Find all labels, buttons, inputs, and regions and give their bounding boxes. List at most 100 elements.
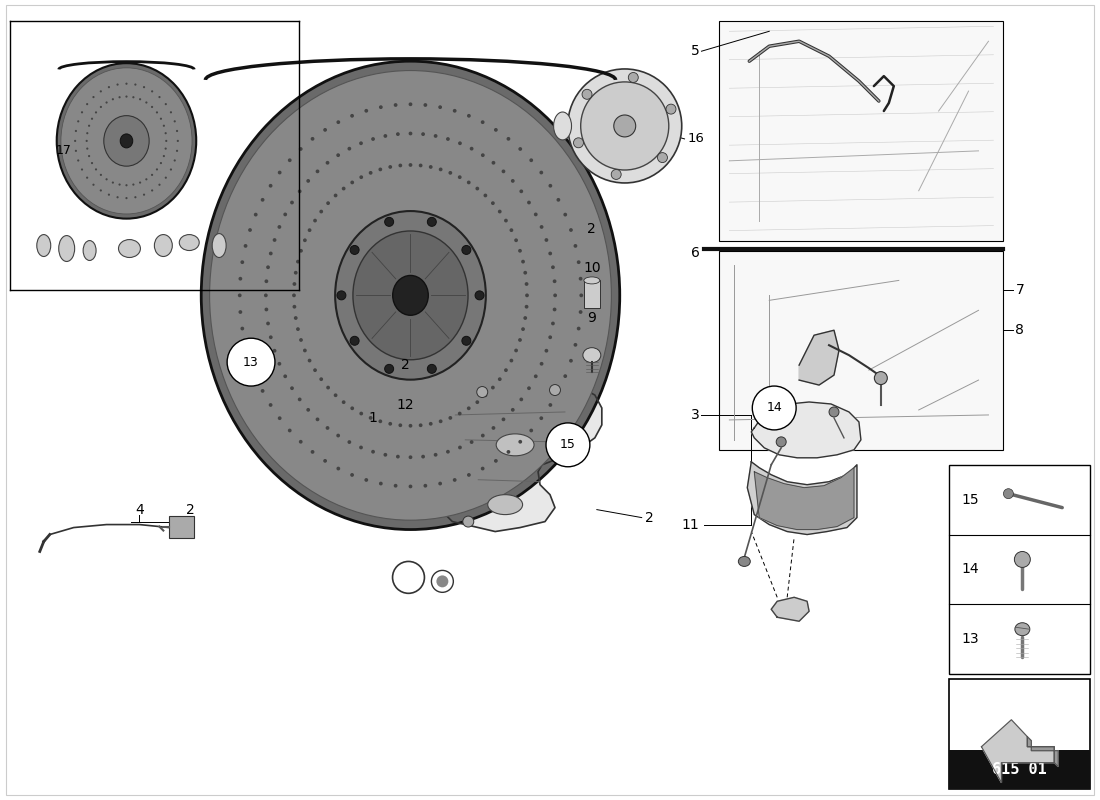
Ellipse shape bbox=[458, 142, 462, 145]
Ellipse shape bbox=[462, 246, 471, 254]
Ellipse shape bbox=[132, 96, 134, 98]
Ellipse shape bbox=[117, 83, 119, 86]
Ellipse shape bbox=[125, 95, 128, 98]
Ellipse shape bbox=[557, 198, 560, 202]
Ellipse shape bbox=[580, 294, 583, 298]
Ellipse shape bbox=[550, 385, 561, 395]
Ellipse shape bbox=[327, 202, 330, 205]
Ellipse shape bbox=[306, 408, 310, 412]
Polygon shape bbox=[751, 402, 861, 458]
Ellipse shape bbox=[163, 125, 165, 127]
Ellipse shape bbox=[446, 450, 450, 454]
Ellipse shape bbox=[239, 277, 242, 281]
Ellipse shape bbox=[145, 178, 147, 180]
Ellipse shape bbox=[427, 218, 437, 226]
Ellipse shape bbox=[151, 190, 153, 191]
Ellipse shape bbox=[134, 83, 136, 86]
Ellipse shape bbox=[139, 182, 141, 184]
Ellipse shape bbox=[249, 228, 252, 232]
Ellipse shape bbox=[120, 134, 133, 148]
Ellipse shape bbox=[100, 190, 102, 191]
Ellipse shape bbox=[337, 154, 340, 157]
Ellipse shape bbox=[74, 140, 76, 142]
Ellipse shape bbox=[156, 111, 158, 114]
Ellipse shape bbox=[446, 137, 450, 141]
Ellipse shape bbox=[504, 368, 508, 372]
Ellipse shape bbox=[299, 249, 303, 253]
Ellipse shape bbox=[506, 137, 510, 141]
Ellipse shape bbox=[210, 70, 612, 520]
Bar bbox=[719, 250, 1003, 450]
Ellipse shape bbox=[614, 115, 636, 137]
Ellipse shape bbox=[60, 68, 192, 214]
Ellipse shape bbox=[75, 150, 77, 152]
Ellipse shape bbox=[494, 128, 498, 132]
Ellipse shape bbox=[579, 310, 583, 314]
Ellipse shape bbox=[58, 235, 75, 262]
Ellipse shape bbox=[494, 459, 498, 462]
Ellipse shape bbox=[427, 364, 437, 374]
Ellipse shape bbox=[125, 82, 128, 85]
Ellipse shape bbox=[510, 179, 515, 183]
Ellipse shape bbox=[302, 238, 307, 242]
Ellipse shape bbox=[521, 260, 525, 263]
Ellipse shape bbox=[548, 335, 552, 339]
Ellipse shape bbox=[549, 403, 552, 407]
Ellipse shape bbox=[1015, 622, 1030, 636]
Ellipse shape bbox=[506, 450, 510, 454]
Ellipse shape bbox=[100, 106, 102, 108]
Ellipse shape bbox=[529, 158, 534, 162]
Text: 6: 6 bbox=[691, 246, 700, 259]
Ellipse shape bbox=[492, 426, 495, 430]
Ellipse shape bbox=[394, 484, 397, 488]
Ellipse shape bbox=[298, 190, 301, 194]
Ellipse shape bbox=[527, 201, 531, 205]
Ellipse shape bbox=[874, 371, 888, 385]
Ellipse shape bbox=[573, 343, 578, 346]
Ellipse shape bbox=[348, 440, 351, 444]
Ellipse shape bbox=[466, 406, 471, 410]
Ellipse shape bbox=[524, 316, 527, 320]
Ellipse shape bbox=[284, 213, 287, 216]
Ellipse shape bbox=[829, 407, 839, 417]
Ellipse shape bbox=[108, 194, 110, 196]
Ellipse shape bbox=[393, 562, 425, 594]
Ellipse shape bbox=[408, 132, 412, 135]
Ellipse shape bbox=[264, 307, 268, 311]
Ellipse shape bbox=[336, 211, 486, 380]
Ellipse shape bbox=[86, 140, 88, 142]
Ellipse shape bbox=[534, 374, 538, 378]
Ellipse shape bbox=[519, 190, 524, 194]
Ellipse shape bbox=[77, 120, 79, 122]
Ellipse shape bbox=[278, 416, 282, 420]
Ellipse shape bbox=[359, 446, 363, 450]
Ellipse shape bbox=[165, 132, 167, 134]
Ellipse shape bbox=[576, 260, 581, 264]
Ellipse shape bbox=[296, 260, 300, 263]
Ellipse shape bbox=[266, 322, 270, 326]
Ellipse shape bbox=[95, 168, 97, 170]
Ellipse shape bbox=[100, 90, 102, 93]
Ellipse shape bbox=[568, 69, 682, 183]
Bar bbox=[169, 515, 195, 538]
Ellipse shape bbox=[388, 422, 392, 426]
Ellipse shape bbox=[294, 316, 298, 320]
Polygon shape bbox=[747, 462, 857, 534]
Ellipse shape bbox=[518, 147, 522, 151]
Ellipse shape bbox=[261, 389, 264, 393]
Ellipse shape bbox=[510, 408, 515, 412]
Ellipse shape bbox=[359, 142, 363, 145]
Text: 8: 8 bbox=[1015, 323, 1024, 338]
Ellipse shape bbox=[421, 132, 425, 136]
Ellipse shape bbox=[491, 386, 495, 390]
Ellipse shape bbox=[544, 238, 548, 242]
Ellipse shape bbox=[487, 494, 522, 514]
Ellipse shape bbox=[514, 349, 518, 352]
Ellipse shape bbox=[323, 128, 327, 132]
Ellipse shape bbox=[353, 231, 468, 360]
Ellipse shape bbox=[509, 228, 514, 232]
Circle shape bbox=[227, 338, 275, 386]
Ellipse shape bbox=[398, 163, 403, 167]
Ellipse shape bbox=[165, 103, 167, 106]
Ellipse shape bbox=[290, 201, 294, 205]
